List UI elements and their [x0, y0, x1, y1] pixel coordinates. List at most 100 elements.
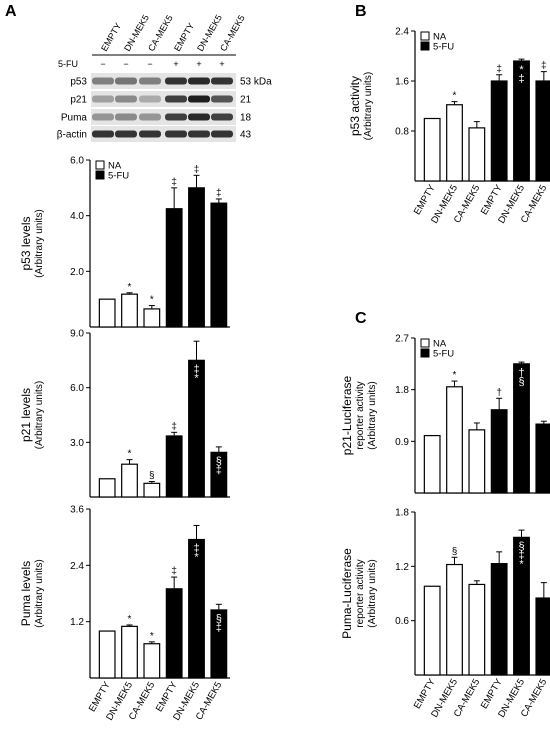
y-axis-label: p53 levels	[19, 216, 33, 270]
significance-marker: ‡	[171, 421, 177, 432]
bar	[121, 463, 138, 498]
bar	[165, 588, 183, 679]
blot-band	[139, 130, 161, 138]
bar	[121, 625, 138, 679]
y-axis-label: p21 levels	[19, 388, 33, 442]
bar	[98, 630, 116, 679]
bar	[446, 104, 463, 182]
legend-swatch	[420, 31, 430, 41]
chart-a1: 2.0 4.0 6.0 p53 levels (Arbitrary units) * * ‡ ‡…	[19, 156, 230, 328]
blot-band	[165, 95, 187, 103]
blot-band	[92, 95, 114, 103]
bar	[210, 202, 228, 328]
blot-band	[211, 113, 233, 121]
blot-treatment-sign: −	[147, 59, 152, 69]
bar	[143, 643, 161, 679]
significance-marker: ‡	[194, 164, 200, 175]
blot-lane-label: CA-MEK5	[146, 13, 175, 53]
bar	[535, 597, 550, 676]
y-tick-label: 0.9	[395, 437, 409, 448]
significance-marker: ‡*	[518, 64, 524, 85]
y-axis-label: (Arbitrary units)	[367, 381, 378, 449]
legend-swatch	[95, 170, 105, 180]
blot-band	[92, 113, 114, 121]
blot-band	[188, 130, 210, 138]
y-tick-label: 1.8	[395, 508, 409, 519]
y-tick-label: 3.6	[70, 505, 84, 516]
blot-band	[139, 77, 161, 85]
y-tick-label: 4.0	[70, 211, 84, 222]
blot-protein-label: β-actin	[57, 130, 87, 141]
blot-band	[92, 77, 114, 85]
blot-treatment-sign: +	[219, 59, 224, 69]
blot-band	[115, 113, 137, 121]
y-tick-label: 0.6	[395, 616, 409, 627]
significance-marker: §	[149, 471, 155, 482]
blot-band	[115, 95, 137, 103]
bar	[446, 563, 463, 676]
significance-marker: *	[128, 449, 132, 460]
blot-band	[115, 130, 137, 138]
blot-strip	[91, 109, 236, 125]
significance-marker: *	[128, 614, 132, 625]
blot-protein-label: p53	[70, 77, 87, 88]
y-axis-label: Puma-Luciferase	[340, 548, 354, 639]
legend-label: NA	[433, 339, 447, 350]
blot-band	[92, 130, 114, 138]
bar	[468, 583, 486, 676]
blot-band	[139, 95, 161, 103]
blot-treatment-sign: −	[123, 59, 128, 69]
blot-treatment-label: 5-FU	[58, 59, 78, 69]
legend-swatch	[95, 160, 105, 170]
bar	[143, 482, 161, 498]
significance-marker: ‡	[216, 188, 222, 199]
panel-label-b: B	[355, 3, 367, 20]
blot-kda-label: 43	[240, 130, 252, 141]
blot-protein-label: Puma	[61, 113, 88, 124]
legend-swatch	[420, 348, 430, 358]
blot-band	[115, 77, 137, 85]
y-tick-label: 1.8	[395, 385, 409, 396]
bar	[535, 80, 550, 182]
bar	[490, 409, 508, 494]
significance-marker: *	[128, 282, 132, 293]
bar	[468, 429, 486, 494]
y-axis-label: (Arbitrary units)	[34, 209, 45, 277]
blot-band	[165, 113, 187, 121]
significance-marker: ‡	[171, 177, 177, 188]
significance-marker: *	[150, 631, 154, 642]
significance-marker: ‡	[541, 61, 547, 72]
y-axis-label: reporter activity	[355, 559, 366, 627]
blot-band	[188, 77, 210, 85]
significance-marker: *	[453, 91, 457, 102]
bar	[490, 563, 508, 676]
blot-kda-label: 53 kDa	[240, 77, 272, 88]
significance-marker: †	[496, 387, 502, 398]
legend-label: 5-FU	[433, 42, 454, 53]
significance-marker: *‡	[193, 363, 199, 384]
y-axis-label: (Arbitrary units)	[34, 381, 45, 449]
y-tick-label: 2.4	[395, 27, 409, 38]
y-axis-label: (Arbitrary units)	[34, 559, 45, 627]
y-tick-label: 6.0	[70, 383, 84, 394]
y-tick-label: 1.6	[395, 77, 409, 88]
western-blot: EMPTYDN-MEK5CA-MEK5EMPTYDN-MEK5CA-MEK55-…	[57, 13, 272, 142]
bar	[98, 298, 116, 328]
y-tick-label: 2.7	[395, 334, 409, 345]
y-axis-label: (Arbitrary units)	[367, 559, 378, 627]
legend-swatch	[420, 338, 430, 348]
bar	[423, 585, 441, 676]
bar	[143, 308, 161, 328]
significance-marker: §†	[518, 367, 524, 388]
panel-label-a: A	[5, 3, 17, 20]
significance-marker: *	[150, 295, 154, 306]
bar	[98, 478, 116, 498]
y-tick-label: 2.0	[70, 267, 84, 278]
y-axis-label: Puma levels	[19, 561, 33, 626]
y-axis-label: p21-Luciferase	[340, 375, 354, 455]
blot-treatment-sign: +	[196, 59, 201, 69]
blot-lane-label: EMPTY	[99, 21, 123, 53]
blot-strip	[91, 91, 236, 107]
legend-swatch	[420, 41, 430, 51]
